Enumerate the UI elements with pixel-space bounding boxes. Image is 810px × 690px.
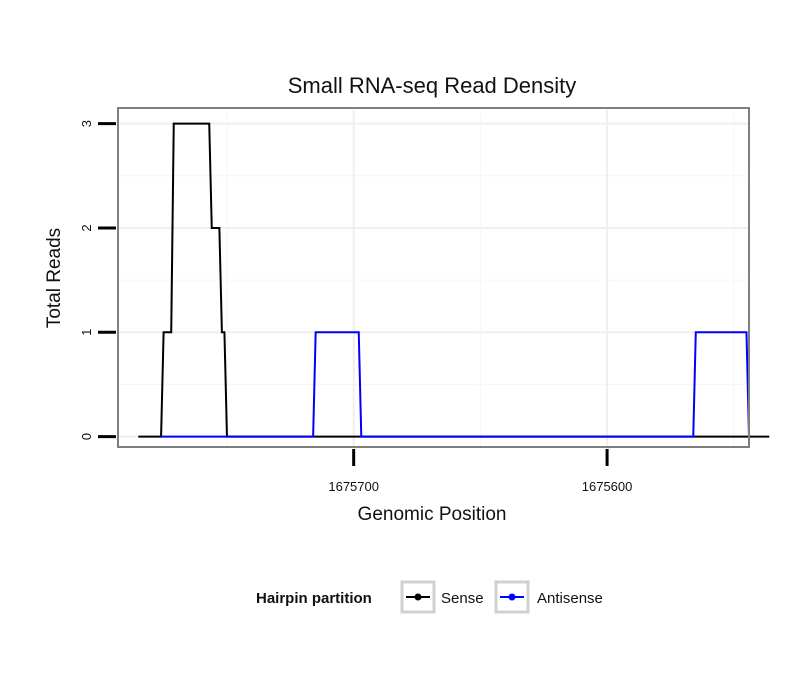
legend-label-sense: Sense (441, 590, 484, 607)
y-axis-title: Total Reads (44, 228, 65, 328)
x-tick-label: 1675700 (328, 479, 379, 494)
legend: Hairpin partition Sense Antisense (256, 580, 603, 614)
plot-area: 0 1 2 3 1675700 1675600 (79, 107, 770, 494)
legend-item-antisense: Antisense (494, 580, 603, 614)
series-line-antisense (161, 331, 750, 438)
x-axis-title: Genomic Position (358, 504, 507, 525)
legend-item-sense: Sense (400, 580, 484, 614)
plot-panel-border (117, 107, 750, 448)
x-tick-label: 1675600 (582, 479, 633, 494)
legend-point-antisense (508, 593, 516, 601)
plot-panel-background (118, 108, 749, 447)
y-tick-label: 1 (79, 329, 94, 336)
chart-title: Small RNA-seq Read Density (288, 73, 577, 98)
y-tick-label: 2 (79, 224, 94, 231)
legend-title: Hairpin partition (256, 590, 372, 607)
y-tick-label: 3 (79, 120, 94, 127)
legend-label-antisense: Antisense (537, 590, 603, 607)
legend-point-sense (414, 593, 422, 601)
y-tick-label: 0 (79, 433, 94, 440)
